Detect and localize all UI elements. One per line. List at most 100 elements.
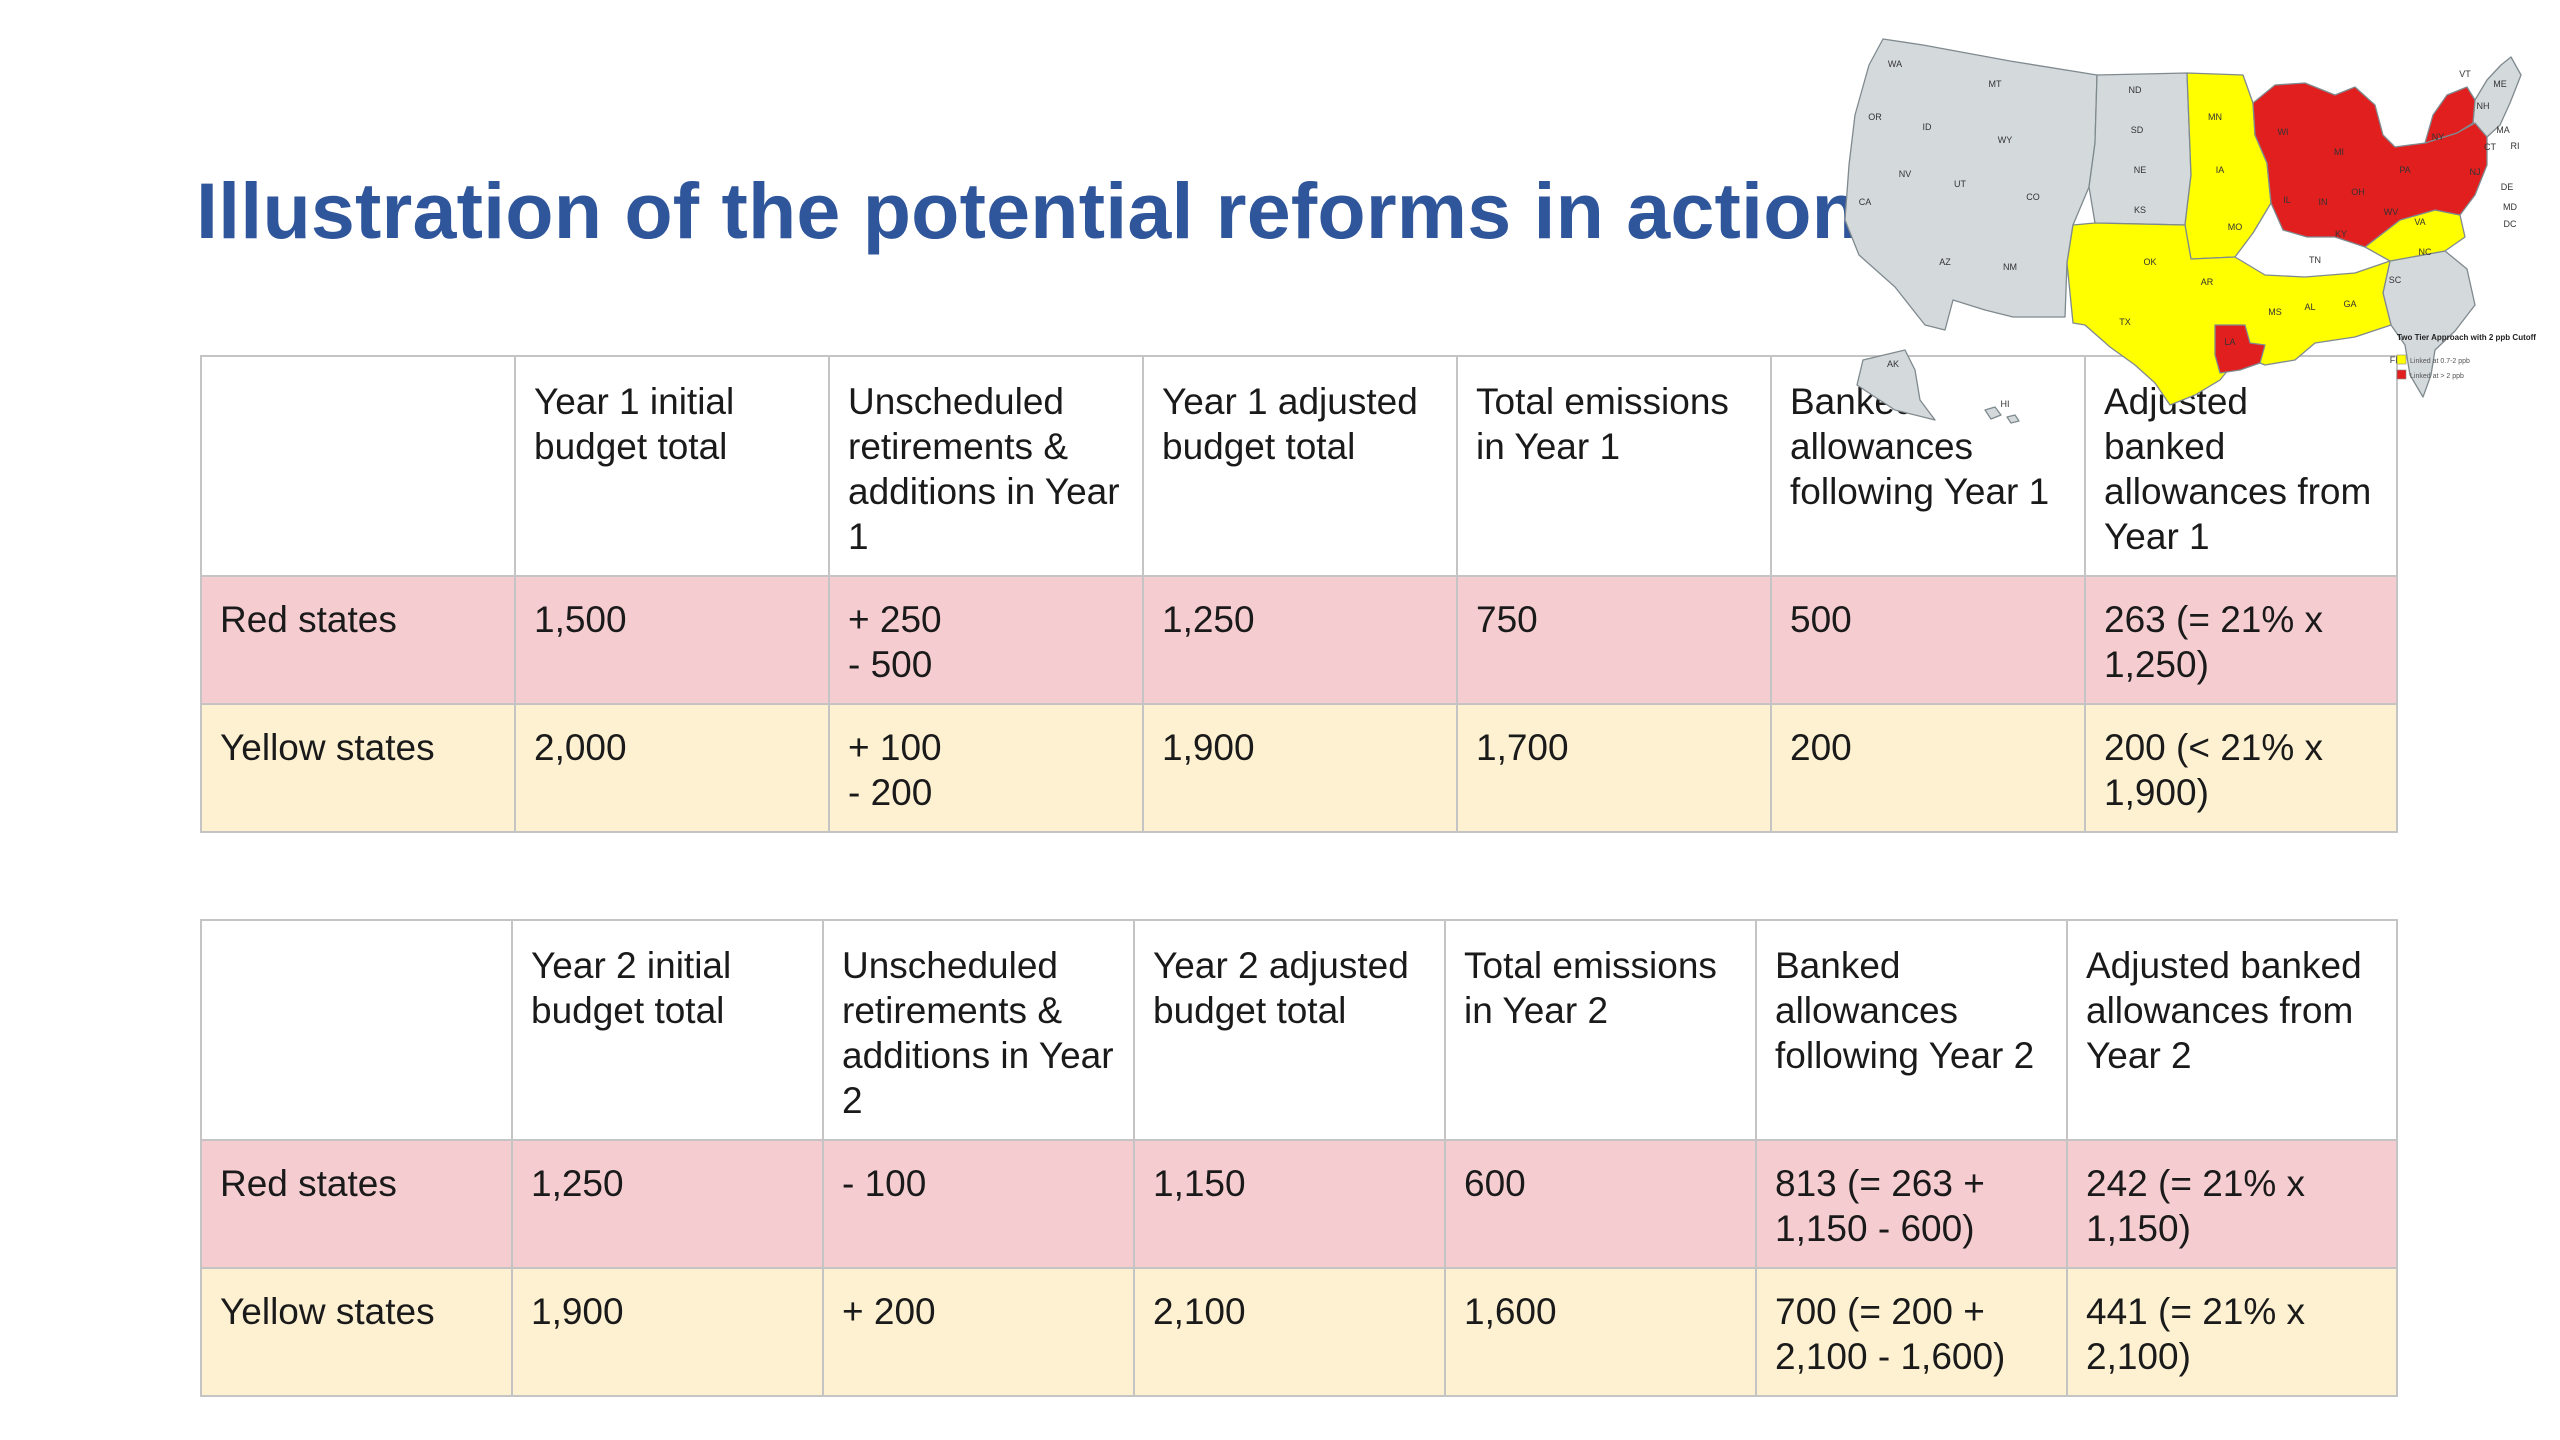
state-label: NY bbox=[2432, 132, 2445, 142]
state-red-great-lakes bbox=[2252, 82, 2488, 248]
state-label: SC bbox=[2389, 275, 2402, 285]
state-red-northeast bbox=[2424, 86, 2476, 144]
table-row-red-states: Red states 1,250 - 100 1,150 600 813 (= … bbox=[200, 1139, 2398, 1269]
header-retirements-additions: Unscheduled retirements & additions in Y… bbox=[822, 919, 1135, 1141]
state-label: NC bbox=[2419, 247, 2432, 257]
header-banked-allowances: Banked allowances following Year 2 bbox=[1755, 919, 2068, 1141]
cell-adjusted-banked: 242 (= 21% x 1,150) bbox=[2066, 1139, 2398, 1269]
state-label: NH bbox=[2477, 101, 2490, 111]
change-retirement: - 100 bbox=[842, 1163, 927, 1204]
state-label: MA bbox=[2496, 125, 2510, 135]
state-gray-plains bbox=[2088, 72, 2192, 226]
state-label: FL bbox=[2390, 355, 2401, 365]
state-label: DC bbox=[2504, 219, 2517, 229]
legend-label: Linked at > 2 ppb bbox=[2410, 373, 2464, 380]
state-label: NV bbox=[1899, 169, 1912, 179]
cell-banked-allowances: 500 bbox=[1770, 575, 2086, 705]
table-row-yellow-states: Yellow states 2,000 + 100 - 200 1,900 1,… bbox=[200, 703, 2398, 833]
state-gray-alaska bbox=[1856, 349, 1936, 421]
state-label: WI bbox=[2278, 127, 2289, 137]
state-label: LA bbox=[2224, 337, 2235, 347]
row-label: Yellow states bbox=[200, 703, 516, 833]
change-retirement: - 500 bbox=[848, 644, 933, 685]
change-addition: + 100 bbox=[848, 727, 942, 768]
state-label: MS bbox=[2268, 307, 2282, 317]
state-label: CA bbox=[1859, 197, 1872, 207]
cell-retirements-additions: + 200 bbox=[822, 1267, 1135, 1397]
cell-adjusted-budget: 1,900 bbox=[1142, 703, 1458, 833]
state-label: CO bbox=[2026, 192, 2040, 202]
header-banked-allowances: Banked allowances following Year 1 bbox=[1770, 355, 2086, 577]
state-label: AK bbox=[1887, 359, 1899, 369]
cell-retirements-additions: + 250 - 500 bbox=[828, 575, 1144, 705]
state-label: OK bbox=[2143, 257, 2156, 267]
state-label: TN bbox=[2309, 255, 2321, 265]
cell-retirements-additions: - 100 bbox=[822, 1139, 1135, 1269]
header-adjusted-budget: Year 2 adjusted budget total bbox=[1133, 919, 1446, 1141]
slide-title: Illustration of the potential reforms in… bbox=[196, 166, 1861, 255]
state-label: GA bbox=[2343, 299, 2356, 309]
cell-banked-allowances: 700 (= 200 + 2,100 - 1,600) bbox=[1755, 1267, 2068, 1397]
state-gray-hawaii bbox=[1984, 406, 2020, 424]
state-label: ME bbox=[2493, 79, 2507, 89]
state-label: MO bbox=[2228, 222, 2243, 232]
cell-total-emissions: 1,700 bbox=[1456, 703, 1772, 833]
state-label: AZ bbox=[1939, 257, 1951, 267]
row-label: Red states bbox=[200, 575, 516, 705]
cell-initial-budget: 1,500 bbox=[514, 575, 830, 705]
cell-initial-budget: 1,250 bbox=[511, 1139, 824, 1269]
cell-adjusted-budget: 1,150 bbox=[1133, 1139, 1446, 1269]
state-label: IA bbox=[2216, 165, 2225, 175]
state-label: WA bbox=[1888, 59, 1902, 69]
state-label: AL bbox=[2304, 302, 2315, 312]
state-label: TX bbox=[2119, 317, 2131, 327]
map-legend-title: Two Tier Approach with 2 ppb Cutoff bbox=[2397, 333, 2536, 342]
state-label: SD bbox=[2131, 125, 2144, 135]
cell-adjusted-budget: 2,100 bbox=[1133, 1267, 1446, 1397]
header-total-emissions: Total emissions in Year 2 bbox=[1444, 919, 1757, 1141]
state-label: DE bbox=[2501, 182, 2514, 192]
map-legend: Two Tier Approach with 2 ppb Cutoff Link… bbox=[2396, 333, 2536, 380]
state-label: KS bbox=[2134, 205, 2146, 215]
state-label: HI bbox=[2001, 399, 2010, 409]
state-yellow-upper-midwest bbox=[2184, 72, 2272, 260]
cell-total-emissions: 750 bbox=[1456, 575, 1772, 705]
header-initial-budget: Year 1 initial budget total bbox=[514, 355, 830, 577]
state-red-louisiana bbox=[2214, 324, 2266, 374]
state-label: IL bbox=[2283, 195, 2291, 205]
table-row-yellow-states: Yellow states 1,900 + 200 2,100 1,600 70… bbox=[200, 1267, 2398, 1397]
state-label: CT bbox=[2484, 142, 2496, 152]
header-adjusted-banked: Adjusted banked allowances from Year 2 bbox=[2066, 919, 2398, 1141]
row-label: Yellow states bbox=[200, 1267, 513, 1397]
state-label: OH bbox=[2351, 187, 2365, 197]
table-header-row: Year 2 initial budget total Unscheduled … bbox=[200, 919, 2398, 1141]
header-adjusted-banked: Adjusted banked allowances from Year 1 bbox=[2084, 355, 2398, 577]
header-cell-empty bbox=[200, 355, 516, 577]
state-label: WV bbox=[2384, 207, 2399, 217]
cell-adjusted-banked: 200 (< 21% x 1,900) bbox=[2084, 703, 2398, 833]
state-label: WY bbox=[1998, 135, 2013, 145]
cell-retirements-additions: + 100 - 200 bbox=[828, 703, 1144, 833]
header-cell-empty bbox=[200, 919, 513, 1141]
legend-label: Linked at 0.7-2 ppb bbox=[2410, 358, 2470, 365]
state-label: ND bbox=[2129, 85, 2142, 95]
state-label: IN bbox=[2319, 197, 2328, 207]
year1-table: Year 1 initial budget total Unscheduled … bbox=[200, 355, 2398, 833]
state-label: VT bbox=[2459, 69, 2471, 79]
cell-initial-budget: 2,000 bbox=[514, 703, 830, 833]
cell-banked-allowances: 813 (= 263 + 1,150 - 600) bbox=[1755, 1139, 2068, 1269]
state-yellow-south-central bbox=[2066, 222, 2392, 406]
state-label: UT bbox=[1954, 179, 1966, 189]
cell-adjusted-banked: 263 (= 21% x 1,250) bbox=[2084, 575, 2398, 705]
state-label: MT bbox=[1989, 79, 2002, 89]
state-label: NJ bbox=[2470, 167, 2481, 177]
header-retirements-additions: Unscheduled retirements & additions in Y… bbox=[828, 355, 1144, 577]
cell-adjusted-budget: 1,250 bbox=[1142, 575, 1458, 705]
cell-initial-budget: 1,900 bbox=[511, 1267, 824, 1397]
header-adjusted-budget: Year 1 adjusted budget total bbox=[1142, 355, 1458, 577]
header-initial-budget: Year 2 initial budget total bbox=[511, 919, 824, 1141]
state-label: NE bbox=[2134, 165, 2147, 175]
cell-total-emissions: 1,600 bbox=[1444, 1267, 1757, 1397]
header-total-emissions: Total emissions in Year 1 bbox=[1456, 355, 1772, 577]
state-label: ID bbox=[1923, 122, 1933, 132]
